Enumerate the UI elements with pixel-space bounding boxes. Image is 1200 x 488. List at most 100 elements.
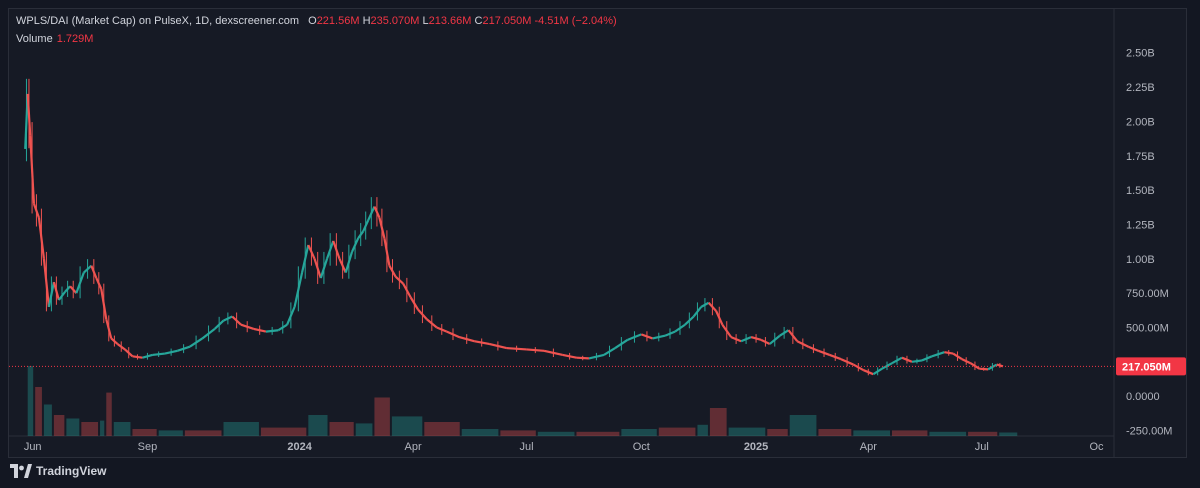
- open-label: O: [308, 15, 317, 27]
- candle-body: [231, 315, 242, 326]
- volume-bar: [53, 415, 65, 436]
- x-tick-label: Oct: [633, 441, 650, 453]
- candle-body: [29, 135, 36, 204]
- candle-body: [603, 347, 616, 356]
- x-tick-label: Jun: [24, 441, 42, 453]
- volume-bar: [500, 430, 536, 436]
- candle-body: [674, 323, 686, 333]
- volume-bar: [391, 416, 423, 436]
- candle-body: [652, 334, 666, 340]
- candle-body: [214, 319, 225, 330]
- volume-bar: [100, 420, 105, 436]
- close-value: 217.050M: [482, 15, 532, 27]
- x-tick-label: Apr: [860, 441, 877, 453]
- candle-body: [26, 93, 32, 136]
- candle-body: [240, 323, 254, 330]
- candle-body: [740, 336, 752, 343]
- volume-bar: [35, 387, 42, 436]
- candle-body: [692, 306, 703, 318]
- x-tick-label: Sep: [138, 441, 158, 453]
- volume-bar: [767, 429, 788, 436]
- candle-body: [388, 265, 397, 278]
- candle-body: [700, 301, 710, 308]
- volume-bar: [81, 422, 99, 436]
- volume-bar: [789, 415, 817, 436]
- candle-body: [901, 356, 913, 363]
- candle-body: [526, 348, 545, 352]
- candle-body: [90, 265, 98, 279]
- volume-bar: [132, 429, 157, 436]
- candle-body: [319, 258, 329, 279]
- candle-body: [357, 230, 365, 239]
- candle-body: [488, 342, 507, 350]
- candle-body: [75, 272, 85, 294]
- candle-body: [116, 343, 126, 351]
- x-tick-label: Jul: [975, 441, 989, 453]
- y-tick-label: 750.00M: [1126, 288, 1169, 300]
- candle-body: [301, 244, 310, 273]
- candle-body: [750, 336, 762, 341]
- candle-body: [840, 358, 854, 366]
- volume-bar: [728, 427, 766, 436]
- candle-body: [944, 351, 954, 355]
- candle-body: [721, 324, 733, 338]
- volume-bar: [576, 431, 620, 436]
- volume-bar: [113, 422, 131, 436]
- candle-body: [325, 240, 335, 260]
- chart-background: [9, 9, 1186, 457]
- volume-bar: [106, 392, 112, 436]
- candle-body: [52, 281, 60, 301]
- candle-body: [47, 281, 55, 308]
- candle-body: [588, 353, 605, 360]
- volume-bar: [260, 427, 307, 436]
- high-value: 235.070M: [370, 15, 420, 27]
- last-price-tag: [1116, 357, 1186, 376]
- candle-body: [627, 333, 642, 341]
- candle-body: [760, 338, 771, 345]
- volume-bar: [158, 430, 183, 436]
- symbol-title: WPLS/DAI (Market Cap) on PulseX, 1D, dex…: [16, 15, 300, 27]
- candle-body: [95, 277, 103, 290]
- y-tick-label: 1.75B: [1126, 151, 1155, 163]
- candle-body: [383, 237, 391, 266]
- candle-body: [796, 340, 809, 348]
- low-label: L: [422, 15, 429, 27]
- candle-body: [707, 302, 717, 312]
- candle-body: [640, 333, 653, 340]
- chart-legend: WPLS/DAI (Market Cap) on PulseX, 1D, dex…: [16, 15, 617, 27]
- candle-body: [911, 359, 923, 363]
- candle-body: [344, 251, 354, 273]
- candle-body: [64, 285, 71, 293]
- candle-body: [409, 296, 420, 311]
- candle-body: [473, 340, 490, 346]
- volume-bar: [999, 432, 1018, 436]
- candle-body: [562, 353, 577, 359]
- candle-body: [769, 334, 781, 345]
- open-value: 221.56M: [316, 15, 360, 27]
- candlestick-chart[interactable]: 2.50B 2.25B 2.00B 1.75B 1.50B 1.25B 1.00B 750.0…: [9, 9, 1186, 457]
- close-label: C: [474, 15, 483, 27]
- candle-body: [979, 367, 989, 371]
- tradingview-footer[interactable]: TradingView: [10, 464, 106, 478]
- volume-bar: [709, 408, 727, 436]
- candle-body: [931, 351, 945, 358]
- volume-bar: [424, 422, 460, 436]
- tradingview-brand: TradingView: [36, 464, 107, 478]
- candle-body: [201, 327, 216, 340]
- candle-body: [872, 367, 883, 376]
- candle-body: [373, 206, 381, 219]
- candle-body: [808, 345, 819, 352]
- candle-body: [350, 237, 360, 253]
- low-value: 213.66M: [428, 15, 472, 27]
- candle-body: [779, 329, 790, 337]
- volume-bar: [621, 429, 657, 436]
- candle-body: [952, 352, 963, 361]
- candle-body: [32, 203, 40, 218]
- candle-body: [223, 315, 233, 322]
- x-tick-label: 2025: [744, 441, 768, 453]
- candle-body: [100, 288, 108, 320]
- candle-body: [664, 330, 676, 337]
- volume-bar: [697, 424, 708, 436]
- candle-body: [253, 327, 267, 333]
- y-tick-label: 1.25B: [1126, 219, 1155, 231]
